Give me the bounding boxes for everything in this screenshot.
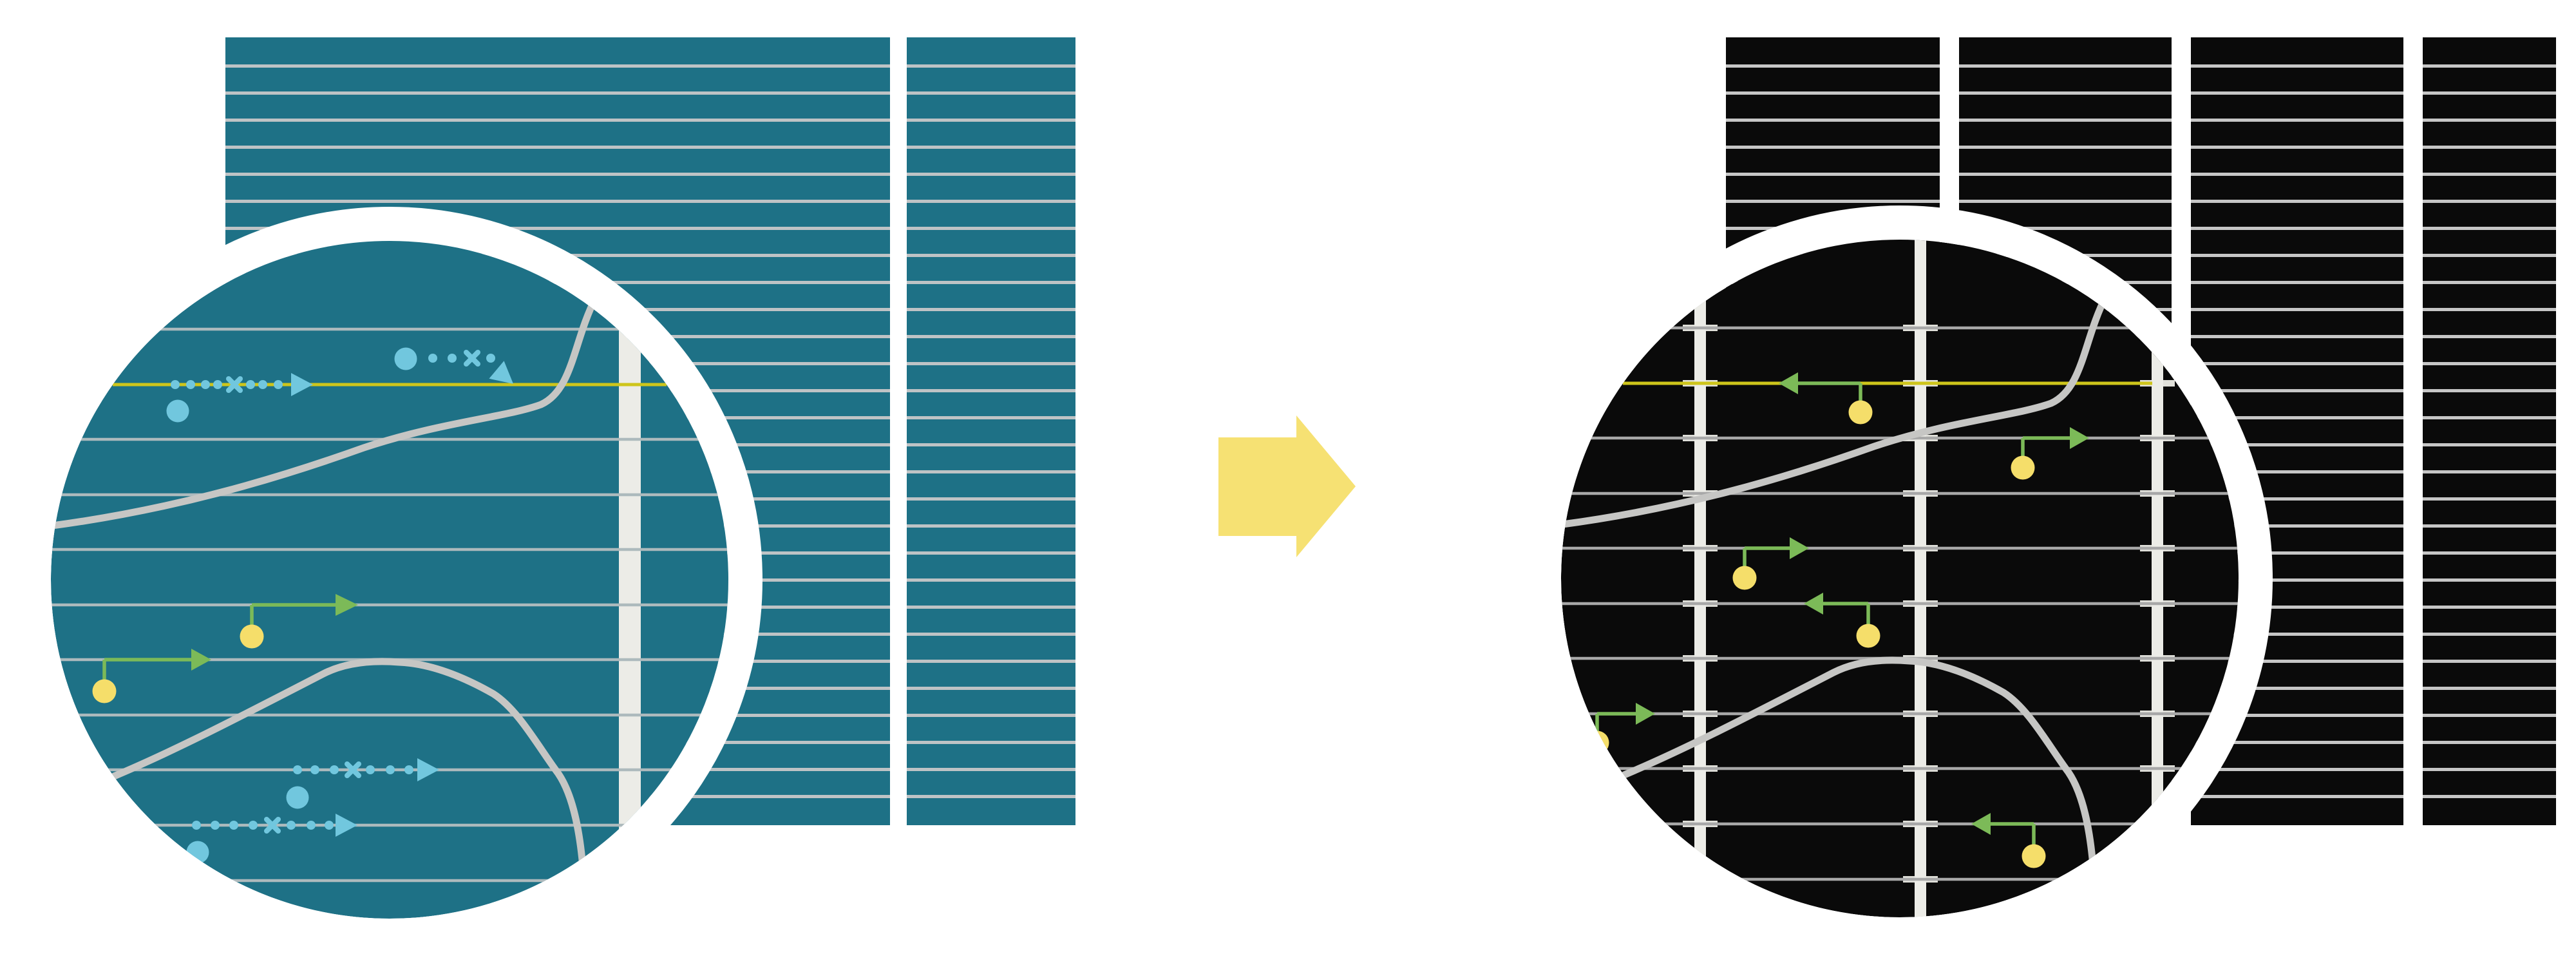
magnifier-ring [1527,205,2273,951]
path-dot [171,380,180,389]
busbar [1915,240,1926,917]
path-dot [366,765,375,774]
busbar [1694,240,1706,917]
path-dot [274,380,283,389]
right-magnifier-inset [1561,240,2239,917]
diffusion-arrowhead-icon [291,373,313,396]
path-dot [486,354,495,363]
recombination-cross-icon [464,350,480,367]
carrier-dot [2011,455,2035,480]
busbar [619,241,641,919]
collection-arrowhead-icon [191,649,211,671]
diffusion-arrowhead-icon [489,361,514,384]
collection-arrowhead-icon [2070,427,2089,449]
carrier-dot [240,624,264,649]
magnifier-ring [17,207,762,953]
grain-boundary-curve [51,294,600,530]
path-dot [330,765,339,774]
path-dot [211,821,220,830]
collection-arrowhead-icon [1971,813,1991,835]
transform-arrow-body [1218,437,1296,536]
transform-arrow-icon [1218,415,1356,557]
impurity-dot [166,399,189,423]
grain-boundary-curve [1620,656,2097,869]
magnifier-lens [51,241,728,919]
grain-boundary-curve [110,658,587,870]
grain-boundary-curve [1561,292,2110,529]
collection-arrowhead-icon [1636,703,1655,725]
collection-arrowhead-icon [1779,372,1798,394]
impurity-dot [394,347,417,370]
path-dot [246,380,255,389]
carrier-dot [1856,624,1880,648]
path-dot [186,380,195,389]
carrier-dot [1732,566,1757,590]
path-dot [293,765,302,774]
carrier-dot [2022,844,2046,868]
collection-arrowhead-icon [1790,537,1809,559]
path-dot [258,380,267,389]
path-dot [287,821,296,830]
recombination-cross-icon [264,817,281,834]
path-dot [386,765,395,774]
path-dot [213,380,222,389]
diffusion-arrowhead-icon [336,814,357,837]
path-dot [229,821,238,830]
path-dot [404,765,413,774]
collection-arrowhead-icon [1804,593,1823,615]
path-dot [201,380,210,389]
path-dot [249,821,258,830]
diffusion-arrowhead-icon [417,758,439,781]
busbar [2152,240,2163,917]
path-dot [307,821,316,830]
magnifier-lens [1561,240,2239,917]
path-dot [192,821,201,830]
path-dot [448,354,457,363]
collection-arrowhead-icon [336,594,358,616]
cell-finger-lines [907,41,1075,821]
carrier-dot [1848,400,1873,425]
path-dot [310,765,319,774]
impurity-dot [286,786,309,809]
transform-arrow-head [1296,415,1356,557]
left-magnifier-inset [51,241,728,919]
recombination-cross-icon [345,761,361,778]
carrier-dot [92,679,117,703]
path-dot [428,354,437,363]
busbar-pad [2140,876,2175,883]
recombination-cross-icon [226,376,243,393]
cell-finger-lines [2423,41,2556,821]
path-dot [325,821,334,830]
